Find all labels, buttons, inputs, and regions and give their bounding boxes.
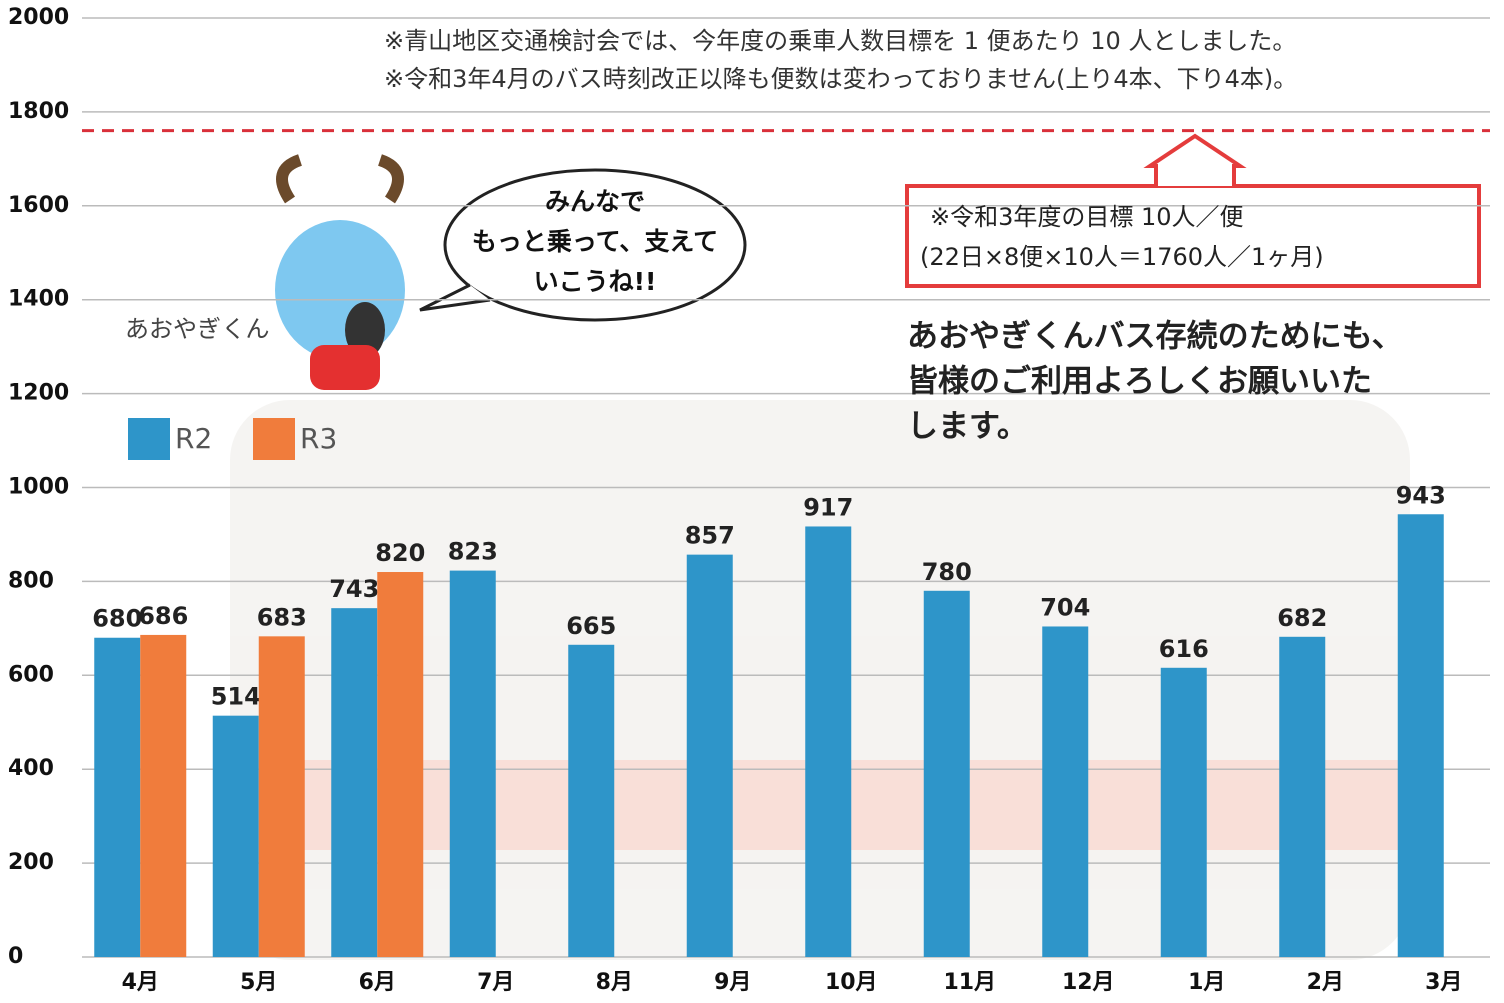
bar	[568, 645, 614, 957]
value-label: 686	[138, 602, 188, 630]
legend-label: R2	[175, 422, 212, 455]
value-label: 665	[566, 612, 616, 640]
target-text: ※令和3年度の目標 10人／便	[930, 203, 1244, 231]
chart: 0 200 400 600 800 1000 1200 1400 1600 1800 2000 4月 6…	[0, 0, 1504, 1003]
value-label: 820	[375, 539, 425, 567]
x-tick-label: 12月	[1062, 970, 1115, 995]
bar	[924, 591, 970, 957]
target-text: (22日×8便×10人＝1760人／1ヶ月)	[920, 243, 1324, 271]
bar	[377, 572, 423, 957]
x-tick-label: 11月	[943, 970, 996, 995]
bubble-text: いこうね!!	[534, 267, 657, 296]
value-label: 857	[685, 522, 735, 550]
value-label: 680	[92, 605, 142, 633]
mascot-name: あおやぎくん	[125, 315, 269, 343]
bar	[94, 638, 140, 957]
y-tick-label: 1200	[8, 381, 69, 406]
x-tick-label: 1月	[1188, 970, 1225, 995]
y-tick-label: 1800	[8, 99, 69, 124]
x-tick-label: 3月	[1425, 970, 1462, 995]
x-tick-label: 5月	[240, 970, 277, 995]
legend-label: R3	[300, 422, 337, 455]
target-arrow	[1150, 136, 1240, 186]
note: ※青山地区交通検討会では、今年度の乗車人数目標を 1 便あたり 10 人としまし…	[384, 27, 1296, 55]
value-label: 943	[1396, 481, 1446, 509]
bar	[213, 716, 259, 957]
bar	[140, 635, 186, 957]
value-label: 780	[922, 558, 972, 586]
bar	[259, 636, 305, 957]
y-tick-label: 600	[8, 662, 54, 687]
y-tick-label: 800	[8, 568, 54, 593]
note: ※令和3年4月のバス時刻改正以降も便数は変わっておりません(上り4本、下り4本)…	[384, 65, 1297, 93]
bar	[687, 555, 733, 957]
value-label: 683	[257, 603, 307, 631]
x-tick-label: 7月	[477, 970, 514, 995]
bar	[805, 526, 851, 957]
message: あおやぎくんバス存続のためにも、	[907, 319, 1403, 355]
value-label: 616	[1159, 635, 1209, 663]
x-tick-label: 9月	[714, 970, 751, 995]
y-tick-label: 400	[8, 756, 54, 781]
x-tick-label: 8月	[596, 970, 633, 995]
bar	[450, 571, 496, 957]
target-box	[907, 186, 1479, 286]
x-tick-label: 2月	[1307, 970, 1344, 995]
value-label: 743	[329, 575, 379, 603]
bar	[1398, 514, 1444, 957]
y-tick-label: 1600	[8, 193, 69, 218]
legend-swatch	[128, 418, 170, 460]
y-tick-label: 1000	[8, 475, 69, 500]
value-label: 514	[211, 683, 261, 711]
x-tick-label: 6月	[359, 970, 396, 995]
bar	[1042, 626, 1088, 957]
value-label: 917	[803, 493, 853, 521]
message: 皆様のご利用よろしくお願いいた	[907, 364, 1372, 400]
value-label: 682	[1277, 604, 1327, 632]
x-tick-label: 4月	[122, 970, 159, 995]
bubble-text: みんなで	[545, 187, 645, 216]
legend-swatch	[253, 418, 295, 460]
x-tick-label: 10月	[825, 970, 878, 995]
value-label: 823	[448, 538, 498, 566]
mascot	[275, 160, 405, 390]
bar	[1279, 637, 1325, 957]
y-tick-label: 2000	[8, 5, 69, 30]
y-tick-label: 1400	[8, 287, 69, 312]
value-label: 704	[1040, 593, 1090, 621]
bar	[1161, 668, 1207, 957]
y-tick-label: 0	[8, 944, 23, 969]
bubble-text: もっと乗って、支えて	[472, 227, 718, 256]
message: します。	[907, 409, 1028, 445]
bar	[331, 608, 377, 957]
y-tick-label: 200	[8, 850, 54, 875]
